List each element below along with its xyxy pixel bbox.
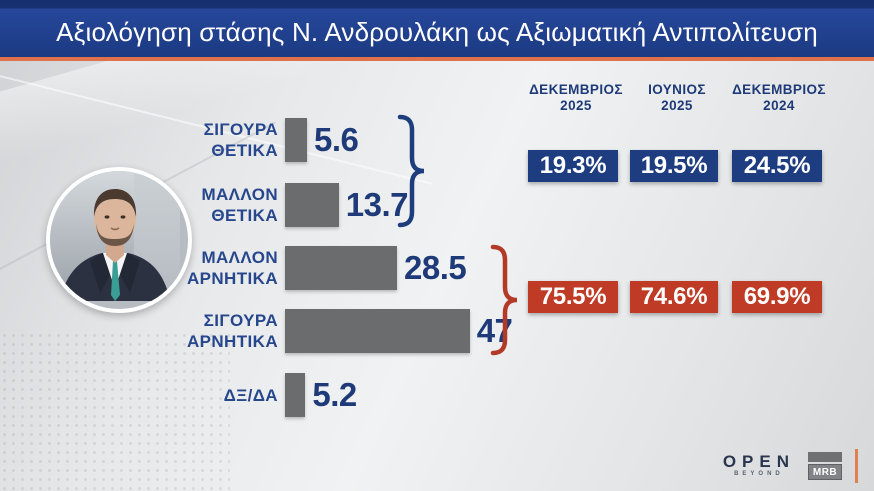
category-label: ΣΙΓΟΥΡΑ ΑΡΝΗΤΙΚΑ <box>186 311 278 351</box>
bar-dxda <box>285 373 306 417</box>
category-label: ΣΙΓΟΥΡΑ ΘΕΤΙΚΑ <box>203 120 278 160</box>
negative-total-dec-2024: 69.9% <box>732 281 822 313</box>
chart-row-sigoura-arnitika: ΣΙΓΟΥΡΑ ΑΡΝΗΤΙΚΑ 47 <box>88 309 513 353</box>
column-year: 2025 <box>661 98 693 113</box>
column-month: ΙΟΥΝΙΟΣ <box>648 82 706 97</box>
positive-total-dec-2024: 24.5% <box>732 150 822 182</box>
open-tv-logo: OPEN BEYOND <box>722 452 795 478</box>
column-month: ΔΕΚΕΜΒΡΙΟΣ <box>529 82 623 97</box>
column-header-jun-2025: ΙΟΥΝΙΟΣ 2025 <box>617 82 737 114</box>
bar-mallon-arnitika <box>285 246 397 290</box>
column-header-dec-2025: ΔΕΚΕΜΒΡΙΟΣ 2025 <box>516 82 636 114</box>
negative-total-dec-2025: 75.5% <box>528 281 618 313</box>
bar-sigoura-arnitika <box>285 309 470 353</box>
category-label: ΔΞ/ΔΑ <box>223 385 278 405</box>
category-label: ΜΑΛΛΟΝ ΘΕΤΙΚΑ <box>201 185 278 225</box>
category-label: ΜΑΛΛΟΝ ΑΡΝΗΤΙΚΑ <box>186 248 278 288</box>
negative-total-jun-2025: 74.6% <box>630 281 718 313</box>
chart-row-mallon-thetika: ΜΑΛΛΟΝ ΘΕΤΙΚΑ 13.7 <box>88 183 409 227</box>
chart-row-dxda: ΔΞ/ΔΑ 5.2 <box>88 373 357 417</box>
open-logo-text: OPEN <box>722 452 795 471</box>
chart-row-mallon-arnitika: ΜΑΛΛΟΝ ΑΡΝΗΤΙΚΑ 28.5 <box>88 246 467 290</box>
bar-value: 5.6 <box>314 121 359 158</box>
mrb-logo: MRB <box>808 452 842 480</box>
bar-sigoura-thetika <box>285 118 307 162</box>
positive-total-dec-2025: 19.3% <box>528 150 618 182</box>
bar-value: 28.5 <box>404 249 467 286</box>
negative-group-brace <box>490 244 518 356</box>
open-logo-subtext: BEYOND <box>734 471 784 477</box>
positive-total-jun-2025: 19.5% <box>630 150 718 182</box>
mrb-logo-text: MRB <box>808 464 842 480</box>
positive-group-brace <box>397 114 425 228</box>
bar-value: 5.2 <box>312 376 357 413</box>
portrait-illustration <box>50 171 180 301</box>
column-header-dec-2024: ΔΕΚΕΜΒΡΙΟΣ 2024 <box>719 82 839 114</box>
column-month: ΔΕΚΕΜΒΡΙΟΣ <box>732 82 826 97</box>
orange-divider <box>855 449 858 483</box>
bar-mallon-thetika <box>285 183 339 227</box>
chart-row-sigoura-thetika: ΣΙΓΟΥΡΑ ΘΕΤΙΚΑ 5.6 <box>88 118 359 162</box>
footer-logos: OPEN BEYOND MRB <box>723 449 858 483</box>
bar-value: 13.7 <box>345 186 409 223</box>
androulakis-photo <box>46 167 192 313</box>
page-title: Αξιολόγηση στάσης Ν. Ανδρουλάκη ως Αξιωμ… <box>56 17 818 47</box>
column-year: 2025 <box>560 98 592 113</box>
column-year: 2024 <box>763 98 795 113</box>
title-banner: Αξιολόγηση στάσης Ν. Ανδρουλάκη ως Αξιωμ… <box>0 0 874 61</box>
mrb-logo-bar <box>808 452 842 462</box>
